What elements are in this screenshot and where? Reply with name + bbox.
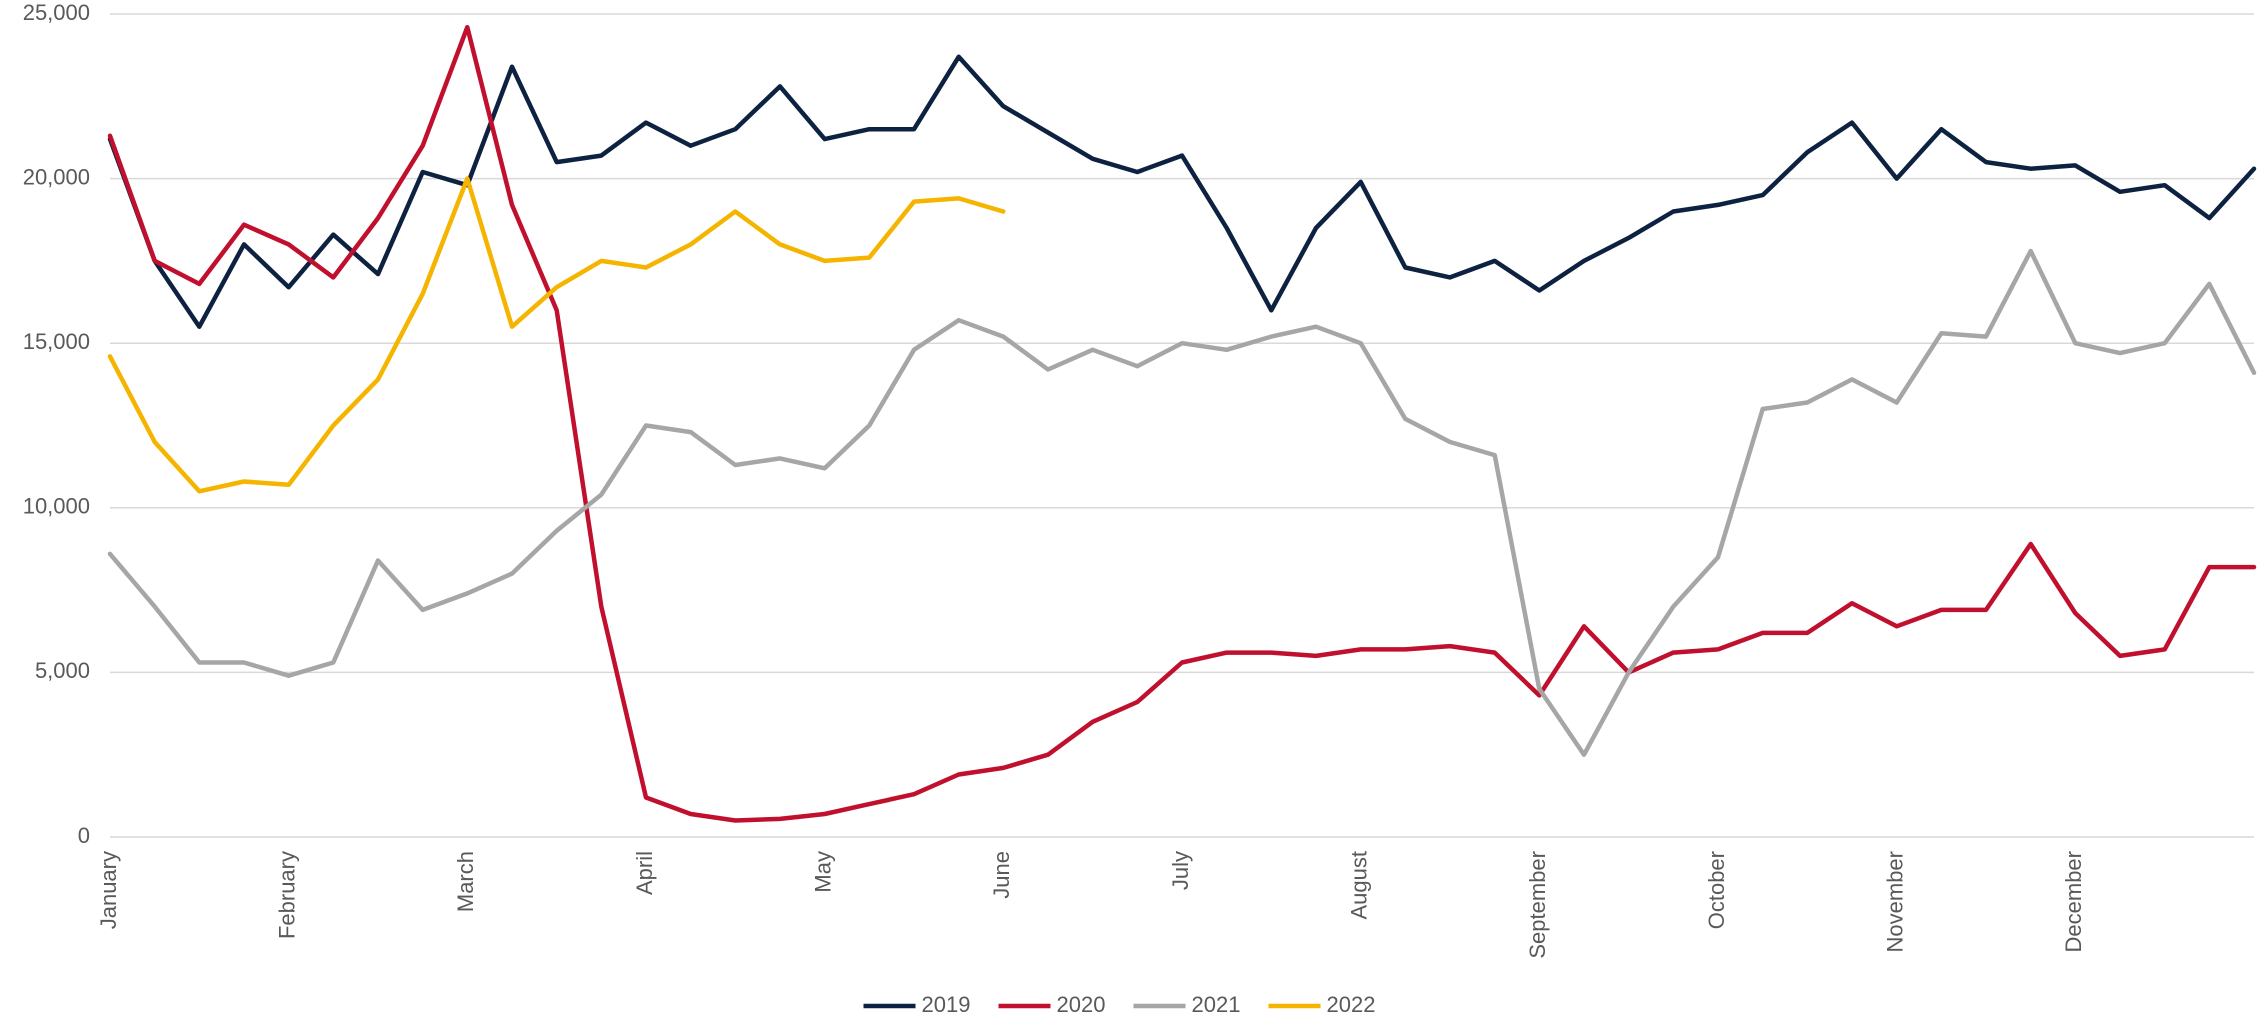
series-line bbox=[107, 24, 2257, 823]
x-tick-label: December bbox=[2061, 851, 2086, 952]
legend-label: 2022 bbox=[1327, 992, 1376, 1017]
y-tick-label: 15,000 bbox=[23, 329, 90, 354]
x-tick-label: October bbox=[1704, 851, 1729, 929]
x-tick-label: March bbox=[453, 851, 478, 912]
x-tick-label: February bbox=[274, 851, 299, 939]
series-line bbox=[107, 54, 2257, 329]
x-tick-label: June bbox=[989, 851, 1014, 899]
y-tick-label: 10,000 bbox=[23, 494, 90, 519]
legend-label: 2020 bbox=[1057, 992, 1106, 1017]
x-tick-label: January bbox=[96, 851, 121, 929]
x-tick-label: August bbox=[1346, 851, 1371, 920]
y-tick-label: 25,000 bbox=[23, 0, 90, 25]
legend: 2019 2020 2021 2022 bbox=[863, 992, 1376, 1017]
legend-label: 2019 bbox=[922, 992, 971, 1017]
x-tick-label: July bbox=[1168, 851, 1193, 890]
legend-label: 2021 bbox=[1192, 992, 1241, 1017]
x-tick-label: April bbox=[632, 851, 657, 895]
y-tick-label: 0 bbox=[78, 823, 90, 848]
x-tick-label: November bbox=[1882, 851, 1907, 952]
x-tick-label: September bbox=[1525, 851, 1550, 959]
series-line bbox=[107, 248, 2257, 757]
series-line bbox=[107, 176, 1006, 494]
y-tick-label: 20,000 bbox=[23, 164, 90, 189]
y-tick-label: 5,000 bbox=[35, 658, 90, 683]
x-tick-label: May bbox=[810, 851, 835, 893]
